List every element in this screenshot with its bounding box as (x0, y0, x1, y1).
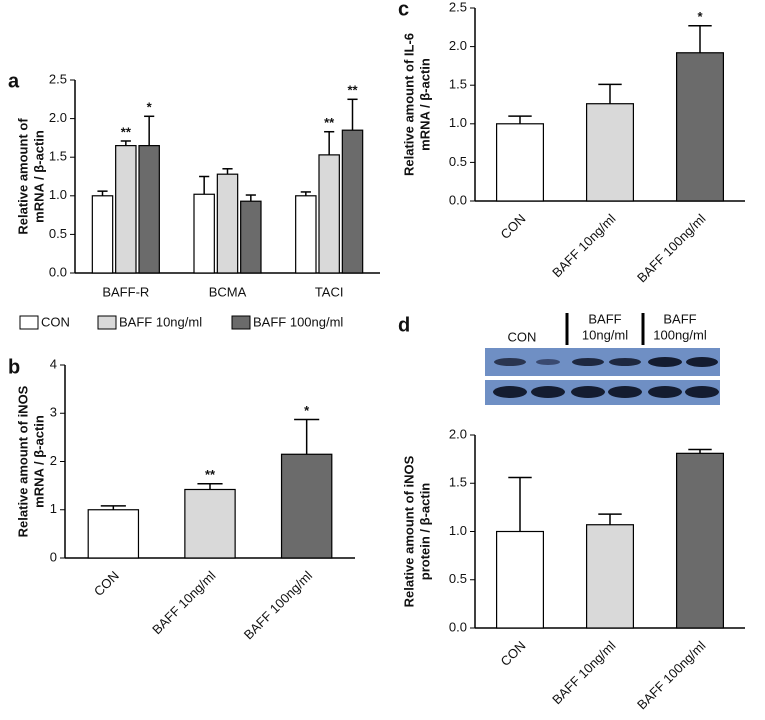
bar (138, 145, 160, 274)
legend-swatch (231, 315, 251, 330)
panel-label: c (398, 0, 409, 20)
y-tick-label: 0.0 (449, 192, 467, 207)
panel-label: a (8, 70, 20, 92)
x-tick-label: CON (91, 568, 122, 599)
y-tick-label: 4 (50, 356, 57, 371)
x-tick-label: CON (498, 638, 529, 669)
blot-band (571, 386, 605, 398)
y-tick-label: 1.5 (449, 475, 467, 490)
y-axis-label: Relative amount of iNOS (401, 455, 416, 607)
legend-label: CON (41, 314, 70, 329)
x-tick-label: BAFF 10ng/ml (549, 211, 618, 280)
blot-band (608, 386, 642, 398)
bar (496, 530, 545, 629)
significance: ** (347, 83, 358, 98)
y-tick-label: 2.0 (49, 110, 67, 125)
y-axis-label: protein / β-actin (417, 483, 432, 581)
significance: * (304, 403, 310, 418)
x-tick-label: BAFF 100ng/ml (241, 568, 316, 643)
y-axis-label: Relative amount of IL-6 (401, 33, 416, 176)
panel-label: b (8, 356, 20, 378)
significance: ** (121, 124, 132, 139)
bar (585, 103, 634, 202)
bar (341, 129, 364, 274)
significance: * (697, 9, 703, 24)
blot-band (531, 386, 565, 398)
legend-swatch (97, 315, 117, 330)
y-axis-label: mRNA / β-actin (417, 58, 432, 151)
significance: * (147, 100, 153, 115)
x-tick-label: BAFF 10ng/ml (549, 638, 618, 707)
y-tick-label: 1.0 (49, 187, 67, 202)
y-axis-label: mRNA / β-actin (31, 415, 46, 508)
y-axis-label: Relative amount of iNOS (15, 385, 30, 537)
legend-label: BAFF 10ng/ml (119, 314, 202, 329)
x-tick-label: BCMA (209, 284, 247, 299)
y-tick-label: 3 (50, 405, 57, 420)
bar (87, 509, 140, 559)
y-tick-label: 0.0 (49, 264, 67, 279)
bar (280, 453, 333, 559)
legend-swatch (19, 315, 39, 330)
bar (585, 524, 634, 629)
y-tick-label: 2.5 (449, 0, 467, 14)
bar (318, 154, 340, 274)
bar (184, 488, 236, 559)
blot-band (609, 358, 641, 366)
y-tick-label: 1.0 (449, 115, 467, 130)
y-tick-label: 0 (50, 549, 57, 564)
blot-band (494, 358, 526, 366)
blot-label: BAFF (588, 311, 621, 326)
y-tick-label: 0.5 (449, 154, 467, 169)
blot-band (536, 359, 560, 365)
x-tick-label: TACI (315, 284, 344, 299)
bar (295, 195, 317, 274)
bar (496, 123, 545, 202)
bar (216, 173, 239, 274)
blot-band (685, 386, 719, 398)
bar (91, 195, 114, 274)
y-tick-label: 2 (50, 453, 57, 468)
y-tick-label: 1 (50, 501, 57, 516)
blot-band (493, 386, 527, 398)
y-axis-label: Relative amount of (15, 118, 30, 235)
y-tick-label: 0.5 (449, 571, 467, 586)
panel-label: d (398, 314, 410, 336)
bar (240, 200, 262, 274)
y-tick-label: 2.0 (449, 38, 467, 53)
blot-label: CON (508, 329, 537, 344)
x-tick-label: CON (498, 211, 529, 242)
blot-band (648, 357, 682, 367)
y-tick-label: 0.0 (449, 619, 467, 634)
blot-band (686, 357, 718, 367)
significance: ** (205, 467, 216, 482)
y-axis-label: mRNA / β-actin (31, 130, 46, 223)
legend-label: BAFF 100ng/ml (253, 314, 343, 329)
blot-band (572, 358, 604, 366)
bar (675, 52, 724, 202)
blot (485, 313, 720, 405)
blot-label: 10ng/ml (582, 327, 628, 342)
x-tick-label: BAFF 100ng/ml (634, 211, 709, 286)
blot-band (648, 386, 682, 398)
y-tick-label: 1.0 (449, 523, 467, 538)
y-tick-label: 2.0 (449, 426, 467, 441)
x-tick-label: BAFF 100ng/ml (634, 638, 709, 713)
significance: ** (324, 115, 335, 130)
y-tick-label: 1.5 (449, 77, 467, 92)
blot-label: BAFF (663, 311, 696, 326)
x-tick-label: BAFF-R (102, 284, 149, 299)
bar (115, 145, 137, 274)
y-tick-label: 2.5 (49, 71, 67, 86)
y-tick-label: 1.5 (49, 149, 67, 164)
y-tick-label: 0.5 (49, 226, 67, 241)
bar (193, 193, 215, 274)
x-tick-label: BAFF 10ng/ml (149, 568, 218, 637)
bar (675, 452, 724, 629)
blot-label: 100ng/ml (653, 327, 707, 342)
